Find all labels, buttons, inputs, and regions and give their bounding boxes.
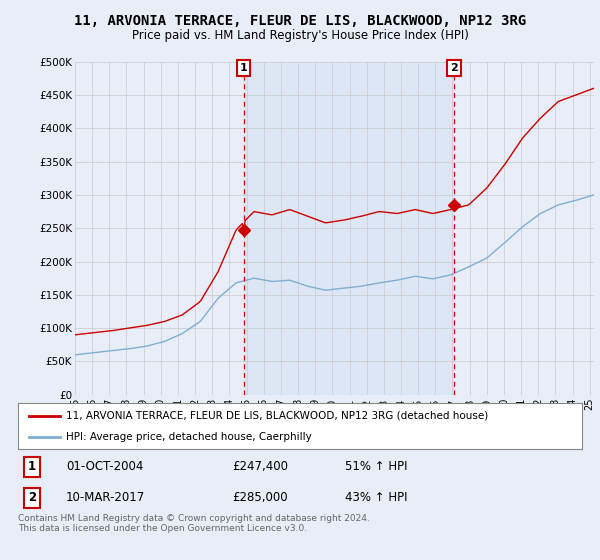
Text: 51% ↑ HPI: 51% ↑ HPI <box>345 460 407 473</box>
Text: £247,400: £247,400 <box>232 460 289 473</box>
Text: 11, ARVONIA TERRACE, FLEUR DE LIS, BLACKWOOD, NP12 3RG (detached house): 11, ARVONIA TERRACE, FLEUR DE LIS, BLACK… <box>66 410 488 421</box>
Text: 1: 1 <box>28 460 36 473</box>
Text: 10-MAR-2017: 10-MAR-2017 <box>66 491 145 505</box>
Text: 01-OCT-2004: 01-OCT-2004 <box>66 460 143 473</box>
Text: 2: 2 <box>28 491 36 505</box>
Text: £285,000: £285,000 <box>232 491 288 505</box>
Text: 1: 1 <box>240 63 248 73</box>
Text: Contains HM Land Registry data © Crown copyright and database right 2024.
This d: Contains HM Land Registry data © Crown c… <box>18 514 370 534</box>
Text: 11, ARVONIA TERRACE, FLEUR DE LIS, BLACKWOOD, NP12 3RG: 11, ARVONIA TERRACE, FLEUR DE LIS, BLACK… <box>74 14 526 28</box>
Text: 2: 2 <box>450 63 458 73</box>
Bar <box>244 62 454 395</box>
Text: 43% ↑ HPI: 43% ↑ HPI <box>345 491 407 505</box>
Text: HPI: Average price, detached house, Caerphilly: HPI: Average price, detached house, Caer… <box>66 432 311 442</box>
Text: Price paid vs. HM Land Registry's House Price Index (HPI): Price paid vs. HM Land Registry's House … <box>131 29 469 42</box>
